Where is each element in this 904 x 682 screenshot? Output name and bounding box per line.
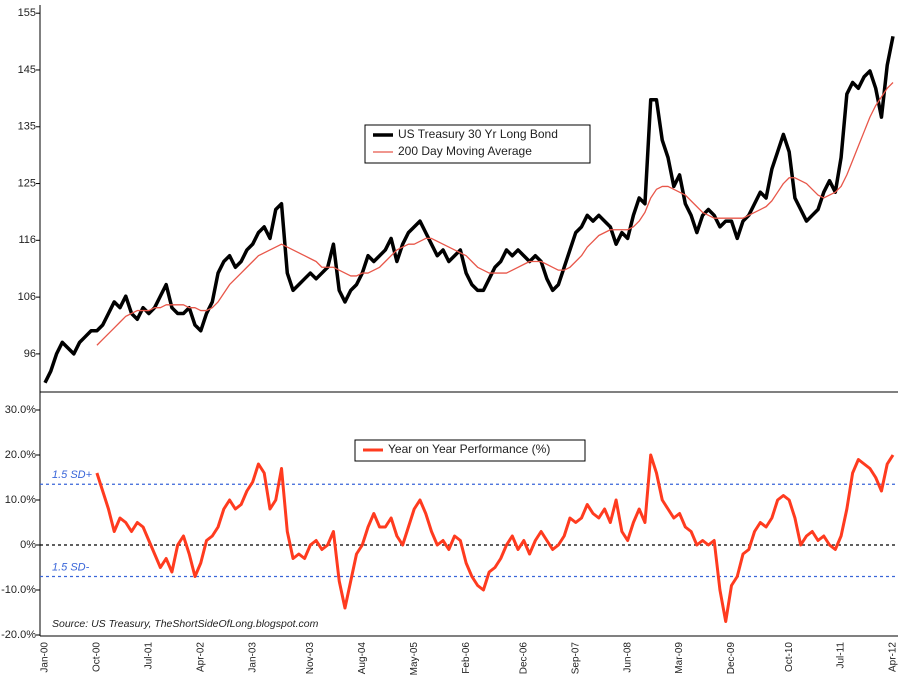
series-line	[95, 453, 895, 623]
x-tick-label: Feb-06	[461, 642, 472, 674]
legend-label: 200 Day Moving Average	[398, 144, 532, 158]
x-tick-label: Dec-09	[726, 642, 737, 675]
legend-box	[354, 439, 586, 462]
x-tick-label: Jan-00	[40, 642, 51, 673]
x-tick-label: Mar-09	[674, 642, 685, 674]
x-tick-label: Aug-04	[357, 642, 368, 675]
y-tick-label: 96	[24, 348, 36, 360]
y-tick-label: 106	[18, 291, 36, 303]
y-tick-label: 145	[18, 64, 36, 76]
y-tick-label: 10.0%	[5, 494, 36, 506]
source-note: Source: US Treasury, TheShortSideOfLong.…	[52, 618, 319, 630]
x-tick-label: May-05	[409, 642, 420, 676]
x-tick-label: Sep-07	[570, 642, 581, 675]
y-tick-label: -20.0%	[1, 629, 36, 641]
series-line	[43, 35, 895, 384]
x-tick-label: Oct-00	[92, 642, 103, 672]
y-tick-label: 116	[18, 234, 36, 246]
y-tick-label: 125	[18, 177, 36, 189]
legend-label: US Treasury 30 Yr Long Bond	[398, 127, 558, 141]
y-tick-label: 0%	[20, 539, 36, 551]
y-tick-label: 30.0%	[5, 404, 36, 416]
x-tick-label: Apr-02	[195, 642, 206, 672]
x-tick-label: Jul-01	[143, 642, 154, 670]
legend-box	[364, 124, 591, 164]
x-tick-label: Apr-12	[888, 642, 899, 672]
y-tick-label: 135	[18, 121, 36, 133]
reference-label: 1.5 SD+	[52, 469, 93, 481]
x-tick-label: Nov-03	[305, 642, 316, 675]
y-tick-label: 20.0%	[5, 449, 36, 461]
x-tick-label: Dec-06	[518, 642, 529, 675]
x-tick-label: Jun-08	[622, 642, 633, 673]
y-tick-label: -10.0%	[1, 584, 36, 596]
reference-label: 1.5 SD-	[52, 561, 90, 573]
legend-label: Year on Year Performance (%)	[388, 442, 550, 456]
series-line	[96, 82, 894, 346]
x-tick-label: Oct-10	[784, 642, 795, 672]
x-tick-label: Jan-03	[247, 642, 258, 673]
y-tick-label: 155	[18, 7, 36, 19]
x-tick-label: Jul-11	[836, 642, 847, 669]
